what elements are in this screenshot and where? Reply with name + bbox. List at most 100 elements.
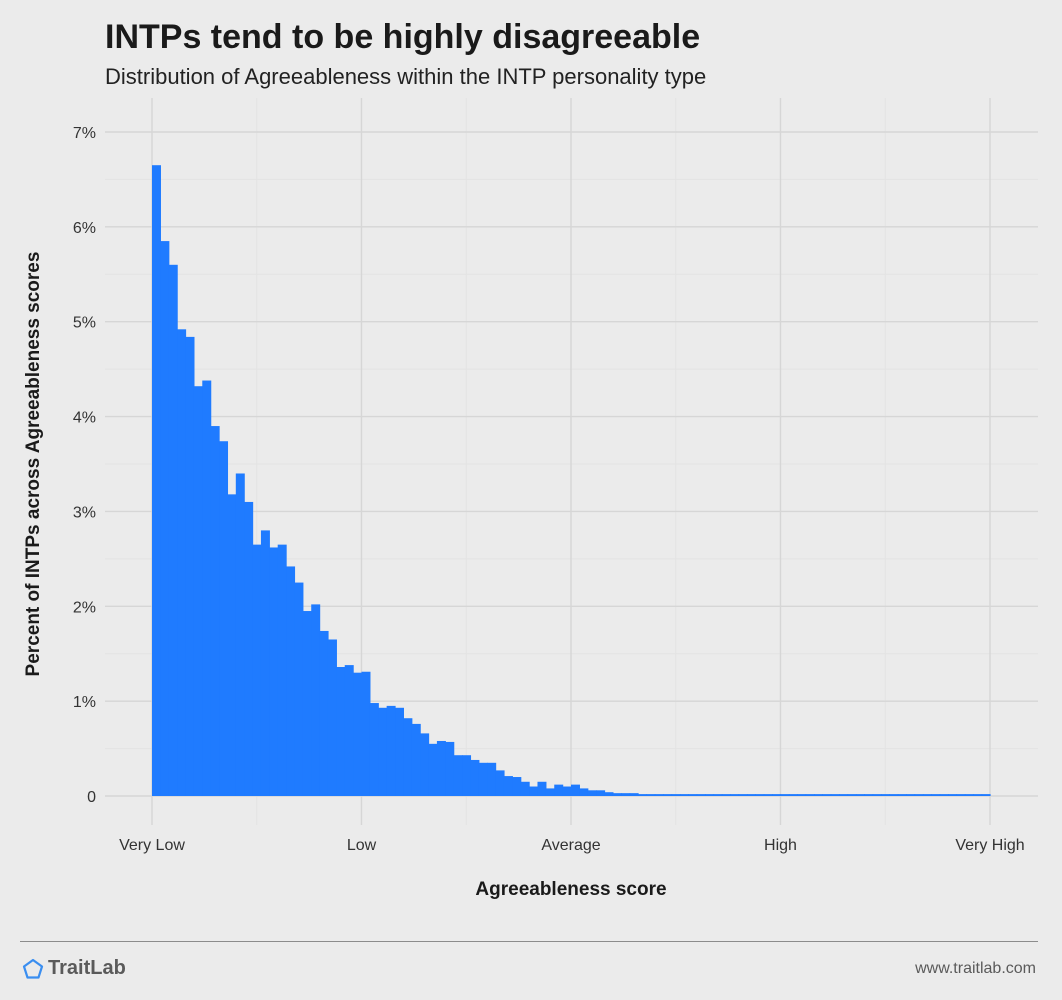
histogram-bar [705, 794, 715, 796]
histogram-bar [881, 794, 891, 796]
histogram-bar [478, 762, 488, 796]
histogram-bars [152, 165, 991, 797]
histogram-bar [395, 707, 404, 796]
histogram-bar [587, 790, 597, 796]
histogram-bar [487, 762, 497, 796]
y-tick-label: 5% [73, 315, 96, 332]
histogram-bar [336, 666, 346, 796]
histogram-bar [378, 707, 388, 796]
histogram-bar [671, 794, 681, 796]
histogram-bar [537, 781, 547, 796]
y-tick-label: 3% [73, 504, 96, 521]
histogram-bar [361, 671, 371, 796]
brand-name: TraitLab [48, 957, 126, 979]
histogram-bar [612, 793, 622, 796]
x-axis-label: Agreeableness score [475, 879, 666, 900]
histogram-bar [470, 759, 480, 796]
histogram-bar [462, 755, 472, 796]
histogram-bar [889, 794, 899, 796]
histogram-bar [646, 794, 656, 796]
histogram-bar [160, 241, 170, 797]
histogram-bar [654, 794, 664, 796]
histogram-bar [529, 786, 539, 796]
histogram-bar [562, 786, 572, 796]
histogram-bar [495, 770, 505, 796]
brand[interactable]: TraitLab [22, 957, 126, 980]
histogram-bar [545, 788, 555, 796]
histogram-bar [688, 794, 698, 796]
histogram-bar [746, 794, 756, 796]
histogram-bar [956, 794, 966, 796]
footer-divider [20, 941, 1038, 942]
histogram-bar [327, 639, 337, 796]
pentagon-logo-icon [22, 958, 44, 980]
histogram-bar [973, 794, 983, 796]
histogram-bar [319, 630, 329, 796]
histogram-bar [436, 740, 446, 796]
x-axis-ticks: Very Low Low Average High Very High [119, 837, 1025, 854]
histogram-bar [629, 793, 639, 796]
histogram-bar [286, 566, 296, 796]
website-link[interactable]: www.traitlab.com [915, 960, 1036, 977]
histogram-bar [663, 794, 673, 796]
histogram-bar [445, 741, 455, 796]
histogram-bar [981, 794, 991, 796]
histogram-bar [344, 665, 354, 796]
histogram-bar [721, 794, 731, 796]
histogram-chart: 01%2%3%4%5%6%7% Very Low Low Average High Ve… [23, 98, 1038, 900]
histogram-bar [571, 784, 580, 796]
y-axis-ticks: 0 1% 2% 3% 4% 5% 6% 7% [73, 125, 96, 806]
histogram-bar [855, 794, 865, 796]
histogram-bar [520, 781, 530, 796]
histogram-bar [219, 441, 229, 796]
x-tick-label: High [764, 837, 797, 854]
histogram-bar [906, 794, 916, 796]
histogram-bar [512, 777, 522, 796]
histogram-bar [185, 336, 195, 796]
histogram-bar [914, 794, 924, 796]
histogram-bar [596, 790, 606, 796]
histogram-bar [964, 794, 974, 796]
histogram-bar [193, 386, 203, 796]
histogram-bar [353, 672, 363, 796]
histogram-bar [311, 604, 321, 796]
histogram-bar [797, 794, 807, 796]
histogram-bar [830, 794, 840, 796]
histogram-bar [252, 544, 262, 796]
histogram-bar [864, 794, 874, 796]
histogram-bar [227, 494, 237, 796]
histogram-bar [755, 794, 765, 796]
histogram-bar [554, 784, 564, 796]
histogram-bar [604, 792, 614, 796]
histogram-bar [453, 755, 463, 796]
histogram-bar [621, 793, 631, 796]
histogram-bar [235, 473, 245, 796]
histogram-bar [730, 794, 740, 796]
x-tick-label: Very Low [119, 837, 185, 854]
histogram-bar [168, 264, 178, 796]
histogram-bar [202, 380, 212, 796]
chart-title: INTPs tend to be highly disagreeable [105, 18, 701, 56]
histogram-bar [177, 329, 187, 796]
histogram-bar [931, 794, 941, 796]
histogram-bar [302, 611, 312, 796]
histogram-bar [638, 794, 648, 796]
histogram-bar [814, 794, 823, 796]
histogram-bar [939, 794, 949, 796]
histogram-bar [403, 718, 413, 796]
x-tick-label: Average [541, 837, 600, 854]
histogram-bar [897, 794, 907, 796]
histogram-bar [294, 582, 304, 796]
histogram-bar [839, 794, 849, 796]
y-tick-label: 1% [73, 694, 96, 711]
histogram-bar [420, 733, 430, 796]
histogram-bar [269, 547, 279, 796]
histogram-bar [763, 794, 773, 796]
histogram-bar [948, 794, 958, 796]
histogram-bar [411, 723, 421, 796]
x-tick-label: Low [347, 837, 377, 854]
histogram-bar [369, 703, 379, 796]
x-tick-label: Very High [955, 837, 1024, 854]
histogram-bar [738, 794, 748, 796]
histogram-bar [210, 426, 220, 796]
